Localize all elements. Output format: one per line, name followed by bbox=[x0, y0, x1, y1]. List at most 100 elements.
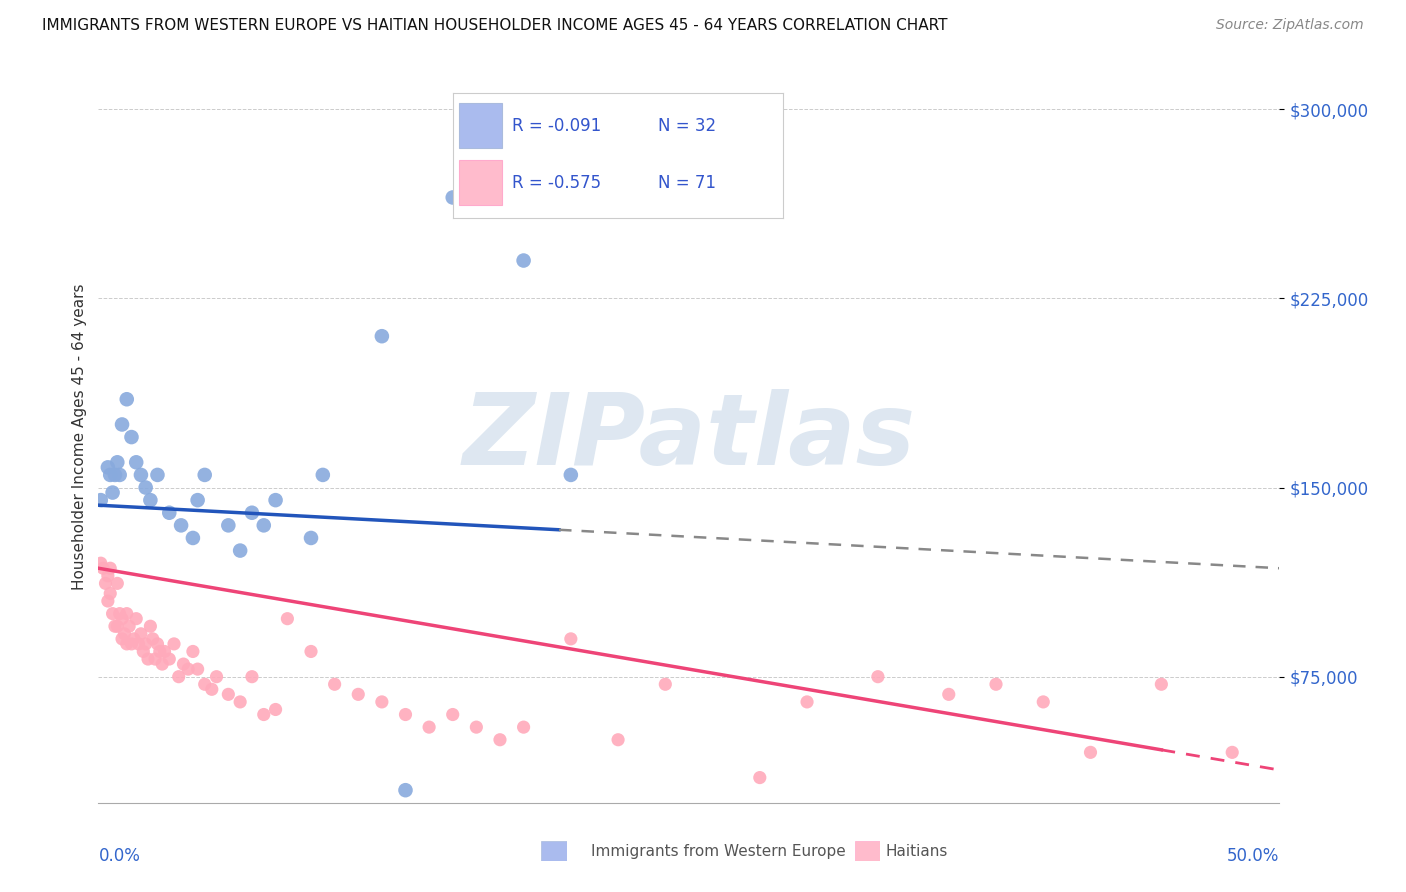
Point bbox=[125, 455, 148, 469]
Point bbox=[1220, 745, 1243, 759]
Point bbox=[748, 771, 770, 785]
Point bbox=[97, 594, 120, 608]
Point bbox=[105, 576, 128, 591]
Point bbox=[104, 467, 127, 482]
Point bbox=[394, 783, 416, 797]
Point bbox=[465, 720, 488, 734]
Point bbox=[135, 481, 157, 495]
Point bbox=[253, 518, 276, 533]
Point bbox=[150, 657, 173, 671]
Point bbox=[136, 652, 159, 666]
Point bbox=[129, 467, 152, 482]
Point bbox=[418, 720, 440, 734]
Point bbox=[149, 644, 172, 658]
Point bbox=[371, 695, 394, 709]
Text: IMMIGRANTS FROM WESTERN EUROPE VS HAITIAN HOUSEHOLDER INCOME AGES 45 - 64 YEARS : IMMIGRANTS FROM WESTERN EUROPE VS HAITIA… bbox=[42, 18, 948, 33]
Point bbox=[94, 576, 117, 591]
Text: 0.0%: 0.0% bbox=[98, 847, 141, 864]
Point bbox=[105, 455, 128, 469]
Point bbox=[796, 695, 818, 709]
Point bbox=[181, 531, 204, 545]
Point bbox=[187, 493, 209, 508]
Point bbox=[111, 632, 134, 646]
Point bbox=[135, 637, 157, 651]
Point bbox=[560, 467, 582, 482]
Point bbox=[371, 329, 394, 343]
Text: 50.0%: 50.0% bbox=[1227, 847, 1279, 864]
Point bbox=[217, 518, 239, 533]
Point bbox=[142, 632, 165, 646]
Point bbox=[323, 677, 346, 691]
Point bbox=[187, 662, 209, 676]
Point bbox=[654, 677, 676, 691]
Point bbox=[177, 662, 200, 676]
Point bbox=[101, 607, 124, 621]
Point bbox=[143, 652, 166, 666]
Point bbox=[90, 493, 112, 508]
Point bbox=[347, 687, 370, 701]
Point bbox=[97, 569, 120, 583]
Point bbox=[146, 637, 169, 651]
Point bbox=[1032, 695, 1054, 709]
Point bbox=[91, 561, 114, 575]
Point bbox=[115, 637, 138, 651]
Point bbox=[229, 543, 252, 558]
Point bbox=[111, 417, 134, 432]
Text: Immigrants from Western Europe: Immigrants from Western Europe bbox=[591, 845, 845, 859]
Point bbox=[112, 627, 135, 641]
Point bbox=[108, 467, 131, 482]
Point bbox=[194, 467, 217, 482]
Point bbox=[132, 644, 155, 658]
Point bbox=[108, 607, 131, 621]
Point bbox=[121, 637, 143, 651]
Point bbox=[205, 670, 228, 684]
Point bbox=[118, 619, 141, 633]
Point bbox=[299, 644, 322, 658]
Point bbox=[122, 632, 145, 646]
Point bbox=[194, 677, 217, 691]
Point bbox=[98, 467, 121, 482]
Point bbox=[146, 467, 169, 482]
Point bbox=[97, 460, 120, 475]
Point bbox=[512, 253, 534, 268]
Point bbox=[163, 637, 186, 651]
Point bbox=[253, 707, 276, 722]
Point bbox=[560, 632, 582, 646]
Point bbox=[312, 467, 335, 482]
Point bbox=[105, 619, 128, 633]
Point bbox=[240, 506, 263, 520]
Text: Source: ZipAtlas.com: Source: ZipAtlas.com bbox=[1216, 18, 1364, 32]
Y-axis label: Householder Income Ages 45 - 64 years: Householder Income Ages 45 - 64 years bbox=[72, 284, 87, 591]
Point bbox=[1150, 677, 1173, 691]
Point bbox=[129, 627, 152, 641]
Point bbox=[276, 612, 298, 626]
Point bbox=[441, 190, 464, 204]
Point bbox=[90, 556, 112, 570]
Point bbox=[181, 644, 204, 658]
Point bbox=[512, 720, 534, 734]
Point bbox=[240, 670, 263, 684]
Point bbox=[121, 430, 143, 444]
Point bbox=[299, 531, 322, 545]
Point bbox=[139, 493, 162, 508]
Point bbox=[938, 687, 960, 701]
Point bbox=[264, 493, 287, 508]
Text: ZIPatlas: ZIPatlas bbox=[463, 389, 915, 485]
Point bbox=[489, 732, 512, 747]
Point bbox=[172, 657, 194, 671]
Text: Haitians: Haitians bbox=[886, 845, 948, 859]
Point bbox=[115, 392, 138, 407]
Point bbox=[264, 702, 287, 716]
Point bbox=[984, 677, 1007, 691]
Point bbox=[229, 695, 252, 709]
Point bbox=[104, 619, 127, 633]
Point bbox=[98, 561, 121, 575]
Point bbox=[157, 506, 180, 520]
Point bbox=[1080, 745, 1102, 759]
Point bbox=[167, 670, 190, 684]
Point bbox=[139, 619, 162, 633]
Point bbox=[157, 652, 180, 666]
Point bbox=[101, 485, 124, 500]
Point bbox=[217, 687, 239, 701]
Point bbox=[170, 518, 193, 533]
